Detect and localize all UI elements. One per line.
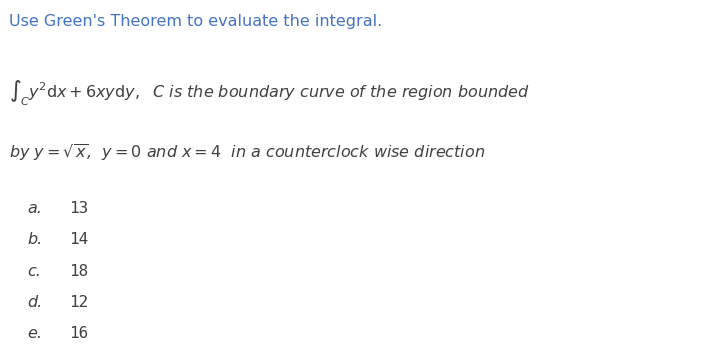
Text: a.: a. xyxy=(27,201,43,216)
Text: by $y = \sqrt{x}$,  $y = 0$ and $x = 4$  in a counterclock wise direction: by $y = \sqrt{x}$, $y = 0$ and $x = 4$ i… xyxy=(9,142,485,163)
Text: 18: 18 xyxy=(69,264,88,279)
Text: e.: e. xyxy=(27,326,43,341)
Text: 16: 16 xyxy=(69,326,88,341)
Text: d.: d. xyxy=(27,295,43,310)
Text: c.: c. xyxy=(27,264,41,279)
Text: 14: 14 xyxy=(69,232,88,247)
Text: $\int_C y^2\mathrm{d}x + 6xy\mathrm{d}y,$  $C$ is the boundary curve of the regi: $\int_C y^2\mathrm{d}x + 6xy\mathrm{d}y,… xyxy=(9,78,529,108)
Text: 12: 12 xyxy=(69,295,88,310)
Text: b.: b. xyxy=(27,232,43,247)
Text: Use Green's Theorem to evaluate the integral.: Use Green's Theorem to evaluate the inte… xyxy=(9,14,382,29)
Text: 13: 13 xyxy=(69,201,88,216)
